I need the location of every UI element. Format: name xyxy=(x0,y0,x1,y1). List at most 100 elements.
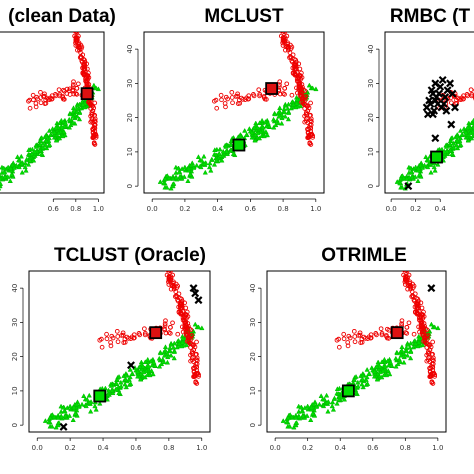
red-point xyxy=(305,130,311,135)
red-point xyxy=(176,291,182,297)
red-point xyxy=(298,93,303,99)
green-point xyxy=(351,377,358,383)
green-point xyxy=(413,340,419,346)
red-point xyxy=(179,296,184,302)
red-point xyxy=(31,97,36,103)
outlier-cross xyxy=(59,422,68,431)
cluster-center-red xyxy=(149,326,163,340)
red-point xyxy=(64,86,70,92)
red-point xyxy=(166,330,172,335)
red-point xyxy=(420,332,425,338)
green-point xyxy=(408,349,414,354)
red-point xyxy=(283,47,288,53)
red-point xyxy=(406,320,412,326)
green-point xyxy=(425,157,432,163)
red-point xyxy=(229,89,235,95)
x-tick-label: 0.2 xyxy=(65,444,76,452)
panel-1: (clean Data) 0.6 0.8 1.0 xyxy=(0,6,116,213)
red-point xyxy=(92,116,98,122)
y-tick-label: 30 xyxy=(249,318,257,327)
red-point xyxy=(303,110,309,116)
red-point xyxy=(171,282,176,288)
green-point xyxy=(209,156,215,162)
red-point xyxy=(296,61,302,67)
red-point xyxy=(84,61,89,67)
red-point xyxy=(60,96,66,102)
green-point xyxy=(70,417,76,423)
green-point xyxy=(188,162,195,168)
points-layer xyxy=(42,271,205,431)
green-point xyxy=(207,160,213,166)
red-point xyxy=(178,305,184,311)
red-point xyxy=(402,282,408,287)
green-point xyxy=(432,324,438,330)
red-point xyxy=(193,380,199,385)
green-point xyxy=(14,154,21,159)
red-point xyxy=(309,119,314,124)
green-point xyxy=(304,413,310,418)
red-point xyxy=(188,358,193,364)
red-point xyxy=(406,272,412,278)
green-point xyxy=(280,418,286,423)
red-point xyxy=(299,75,305,80)
x-tick-label: 1.0 xyxy=(310,205,321,213)
red-point xyxy=(404,271,410,274)
green-point xyxy=(70,108,77,114)
red-point xyxy=(357,330,363,336)
red-point xyxy=(401,271,407,273)
red-point xyxy=(299,89,305,95)
green-point xyxy=(293,104,299,110)
red-point xyxy=(223,104,228,110)
red-point xyxy=(415,305,420,311)
green-point xyxy=(177,174,183,180)
panel-title: TCLUST (Oracle) xyxy=(54,245,206,266)
x-tick-label: 0.2 xyxy=(179,205,190,213)
red-point xyxy=(92,125,98,131)
red-point xyxy=(185,321,191,326)
points-layer xyxy=(280,271,441,430)
red-point xyxy=(281,35,286,41)
green-point xyxy=(182,164,188,170)
green-point xyxy=(157,179,163,184)
green-point xyxy=(118,383,124,389)
green-point xyxy=(53,137,60,143)
red-point xyxy=(38,95,44,100)
red-point xyxy=(235,93,240,99)
red-point xyxy=(421,328,427,334)
green-point xyxy=(187,171,193,177)
green-point xyxy=(463,129,469,135)
outlier-cross xyxy=(194,296,203,305)
red-point xyxy=(91,141,97,146)
green-point xyxy=(171,340,177,346)
red-point xyxy=(168,324,173,330)
green-point xyxy=(285,110,292,115)
green-point xyxy=(128,381,134,386)
red-point xyxy=(427,369,433,374)
x-tick-label: 1.0 xyxy=(432,444,443,452)
y-tick-label: 30 xyxy=(367,79,375,88)
green-point xyxy=(127,374,133,380)
red-point xyxy=(336,344,342,350)
green-point xyxy=(275,120,281,126)
red-point xyxy=(97,337,103,343)
green-point xyxy=(287,423,293,429)
green-point xyxy=(355,383,361,389)
red-point xyxy=(296,79,302,84)
green-point xyxy=(401,359,407,365)
red-point xyxy=(71,79,76,85)
green-point xyxy=(201,153,207,159)
green-point xyxy=(123,372,129,378)
green-point xyxy=(454,145,461,151)
green-point xyxy=(166,175,172,181)
red-point xyxy=(108,343,114,349)
outlier-cross xyxy=(450,103,459,112)
green-point xyxy=(66,116,72,122)
green-point xyxy=(385,368,391,373)
green-point xyxy=(108,383,115,388)
red-point xyxy=(430,339,436,345)
red-point xyxy=(341,331,347,337)
green-point xyxy=(425,164,431,170)
red-point xyxy=(52,92,58,97)
red-point xyxy=(407,282,413,288)
red-point xyxy=(297,85,302,91)
